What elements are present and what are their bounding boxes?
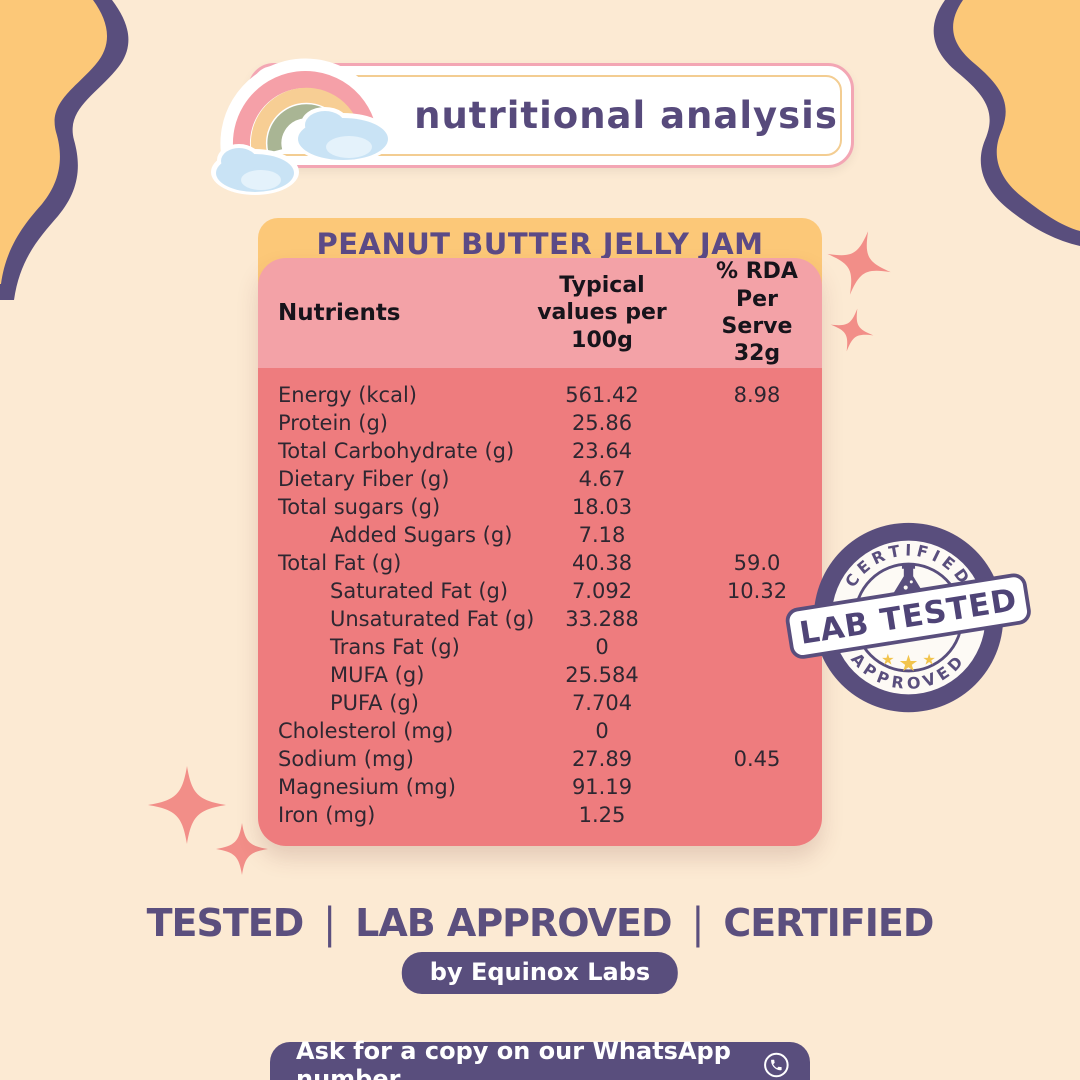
nutrient-name: Total Carbohydrate (g): [278, 439, 515, 463]
whatsapp-cta-bar[interactable]: Ask for a copy on our WhatsApp number: [270, 1037, 810, 1080]
nutrient-value: 40.38: [571, 551, 633, 575]
star-icon: ★: [922, 650, 935, 668]
column-header-rda: % RDA Per Serve 32g: [716, 259, 798, 367]
whatsapp-icon: [764, 1052, 789, 1078]
page-title: nutritional analysis: [414, 94, 838, 137]
nutrient-name: Magnesium (mg): [278, 775, 456, 799]
whatsapp-cta-text: Ask for a copy on our WhatsApp number: [296, 1037, 731, 1080]
table-row: Added Sugars (g) 7.18: [258, 521, 822, 549]
table-row: Cholesterol (mg) 0: [258, 717, 822, 745]
nutrient-name: Added Sugars (g): [330, 523, 513, 547]
sparkle-icon: [148, 766, 226, 844]
nutrient-name: Sodium (mg): [278, 747, 414, 771]
nutrient-name: Energy (kcal): [278, 383, 417, 407]
nutrient-value: 7.704: [571, 691, 633, 715]
nutrient-value: 561.42: [565, 383, 639, 407]
star-icon: ★: [881, 650, 894, 668]
cloud-icon-right: [293, 107, 393, 163]
nutrient-rda: 59.0: [733, 551, 781, 575]
sparkle-icon: [830, 308, 874, 352]
equinox-labs-pill: by Equinox Labs: [401, 952, 679, 994]
table-row: Sodium (mg) 27.89 0.45: [258, 745, 822, 773]
table-row: Magnesium (mg) 91.19: [258, 773, 822, 801]
badge-tested: TESTED: [146, 901, 305, 945]
table-row: Total sugars (g) 18.03: [258, 493, 822, 521]
product-name: PEANUT BUTTER JELLY JAM: [316, 227, 764, 261]
nutrient-rda: 10.32: [726, 579, 788, 603]
nutrient-value: 25.584: [565, 663, 639, 687]
nutrient-name: Cholesterol (mg): [278, 719, 454, 743]
table-row: Saturated Fat (g) 7.092 10.32: [258, 577, 822, 605]
certification-line: TESTED | LAB APPROVED | CERTIFIED: [0, 898, 1080, 948]
nutrient-value: 0: [595, 635, 609, 659]
nutrient-value: 23.64: [571, 439, 633, 463]
rainbow-icon: [211, 58, 393, 195]
nutrient-rda: [692, 465, 822, 493]
nutrient-name: Dietary Fiber (g): [278, 467, 450, 491]
table-row: Total Fat (g) 40.38 59.0: [258, 549, 822, 577]
nutrient-name: PUFA (g): [330, 691, 419, 715]
table-row: Dietary Fiber (g) 4.67: [258, 465, 822, 493]
nutrient-value: 18.03: [571, 495, 633, 519]
column-header-typical-values: Typical values per 100g: [537, 273, 667, 353]
nutrient-value: 91.19: [571, 775, 633, 799]
nutrient-rda: [692, 409, 822, 437]
nutrient-name: Trans Fat (g): [330, 635, 460, 659]
nutrient-name: MUFA (g): [330, 663, 425, 687]
cloud-icon-left: [211, 144, 299, 195]
table-row: MUFA (g) 25.584: [258, 661, 822, 689]
column-header-nutrients: Nutrients: [278, 300, 401, 326]
nutrient-value: 0: [595, 719, 609, 743]
nutrient-value: 7.092: [571, 579, 633, 603]
nutrient-name: Iron (mg): [278, 803, 376, 827]
nutrient-value: 1.25: [578, 803, 626, 827]
nutrient-rda: 0.45: [733, 747, 781, 771]
nutrition-card: PEANUT BUTTER JELLY JAM Nutrients Typica…: [258, 218, 822, 846]
star-icon: ★: [898, 651, 918, 677]
table-row: Unsaturated Fat (g) 33.288: [258, 605, 822, 633]
nutrient-rda: [692, 437, 822, 465]
lab-tested-stamp: CERTIFIED APPROVED ★ ★ ★ LAB TESTED: [785, 522, 1031, 713]
table-row: Trans Fat (g) 0: [258, 633, 822, 661]
badge-certified: CERTIFIED: [723, 901, 934, 945]
nutrient-name: Unsaturated Fat (g): [330, 607, 535, 631]
nutrient-value: 33.288: [565, 607, 639, 631]
divider: |: [691, 898, 705, 948]
nutrition-table: Nutrients Typical values per 100g % RDA …: [258, 258, 822, 846]
corner-blob-top-right: [933, 0, 1080, 246]
nutrient-name: Saturated Fat (g): [330, 579, 509, 603]
nutrient-rda: [692, 801, 822, 829]
nutrient-name: Total sugars (g): [278, 495, 441, 519]
sparkle-icon: [827, 231, 891, 295]
divider: |: [323, 898, 336, 948]
nutrient-value: 25.86: [571, 411, 633, 435]
table-row: Total Carbohydrate (g) 23.64: [258, 437, 822, 465]
corner-blob-top-left: [0, 0, 129, 300]
table-body: Energy (kcal) 561.42 8.98 Protein (g) 25…: [258, 368, 822, 846]
nutrient-name: Total Fat (g): [278, 551, 402, 575]
nutrient-name: Protein (g): [278, 411, 389, 435]
nutrient-rda: 8.98: [733, 383, 781, 407]
table-row: Iron (mg) 1.25: [258, 801, 822, 829]
badge-lab-approved: LAB APPROVED: [355, 901, 672, 945]
nutrient-value: 4.67: [578, 467, 626, 491]
sparkle-icon: [216, 823, 268, 875]
table-row: Protein (g) 25.86: [258, 409, 822, 437]
table-header-row: Nutrients Typical values per 100g % RDA …: [258, 258, 822, 368]
nutrient-rda: [692, 773, 822, 801]
table-row: Energy (kcal) 561.42 8.98: [258, 381, 822, 409]
nutrient-value: 27.89: [571, 747, 633, 771]
nutrient-value: 7.18: [578, 523, 626, 547]
table-row: PUFA (g) 7.704: [258, 689, 822, 717]
